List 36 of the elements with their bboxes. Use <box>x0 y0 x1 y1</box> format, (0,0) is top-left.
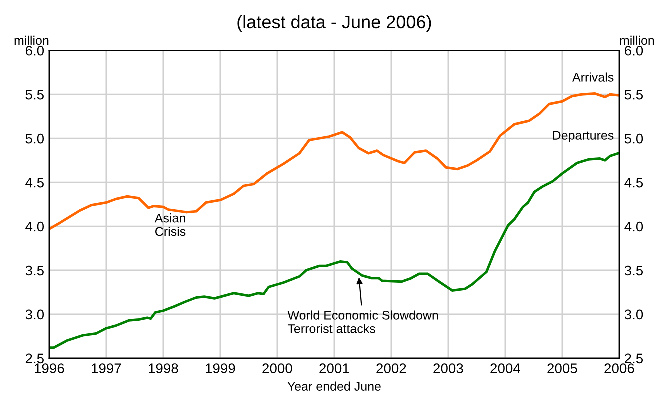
annotation: World Economic Slowdown Terrorist attacks <box>288 310 438 334</box>
series-label: Departures <box>553 131 614 142</box>
y2-tick-label: 3.5 <box>624 266 644 276</box>
x-axis-title: Year ended June <box>288 382 381 391</box>
y-tick-label: 6.0 <box>26 46 44 56</box>
line-series <box>49 152 620 350</box>
chart-title: (latest data - June 2006) <box>238 15 432 32</box>
x-tick-label: 1997 <box>92 364 122 374</box>
series-label: Arrivals <box>572 72 614 82</box>
x-tick-label: 1996 <box>35 364 64 374</box>
y-tick-label: 2.5 <box>26 354 44 364</box>
y2-tick-label: 6.0 <box>625 46 644 56</box>
x-tick-label: 2006 <box>604 364 634 374</box>
y2-tick-label: 5.0 <box>624 134 644 144</box>
x-tick-label: 2004 <box>490 364 520 374</box>
x-tick-label: 2001 <box>320 364 350 374</box>
y2-axis-title: million <box>620 36 654 46</box>
y-tick-label: 3.0 <box>26 310 44 320</box>
y-tick-label: 5.0 <box>26 134 44 144</box>
x-tick-label: 1998 <box>149 364 178 374</box>
y2-tick-label: 4.5 <box>624 178 644 188</box>
y-tick-label: 5.5 <box>26 90 44 100</box>
y-tick-label: 4.5 <box>26 178 44 188</box>
x-tick-label: 2003 <box>434 364 464 374</box>
annotation: Asian Crisis <box>154 214 186 236</box>
x-tick-label: 1999 <box>206 364 236 374</box>
y2-tick-label: 5.5 <box>624 90 644 100</box>
y-tick-label: 3.5 <box>26 266 44 276</box>
y2-tick-label: 2.5 <box>625 354 644 364</box>
y-axis-title: million <box>14 36 49 46</box>
x-tick-label: 2002 <box>376 364 406 374</box>
y2-tick-label: 4.0 <box>624 222 644 232</box>
x-tick-label: 2005 <box>548 364 578 374</box>
y2-tick-label: 3.0 <box>624 310 644 320</box>
x-tick-label: 2000 <box>262 364 292 374</box>
y-tick-label: 4.0 <box>26 222 44 232</box>
